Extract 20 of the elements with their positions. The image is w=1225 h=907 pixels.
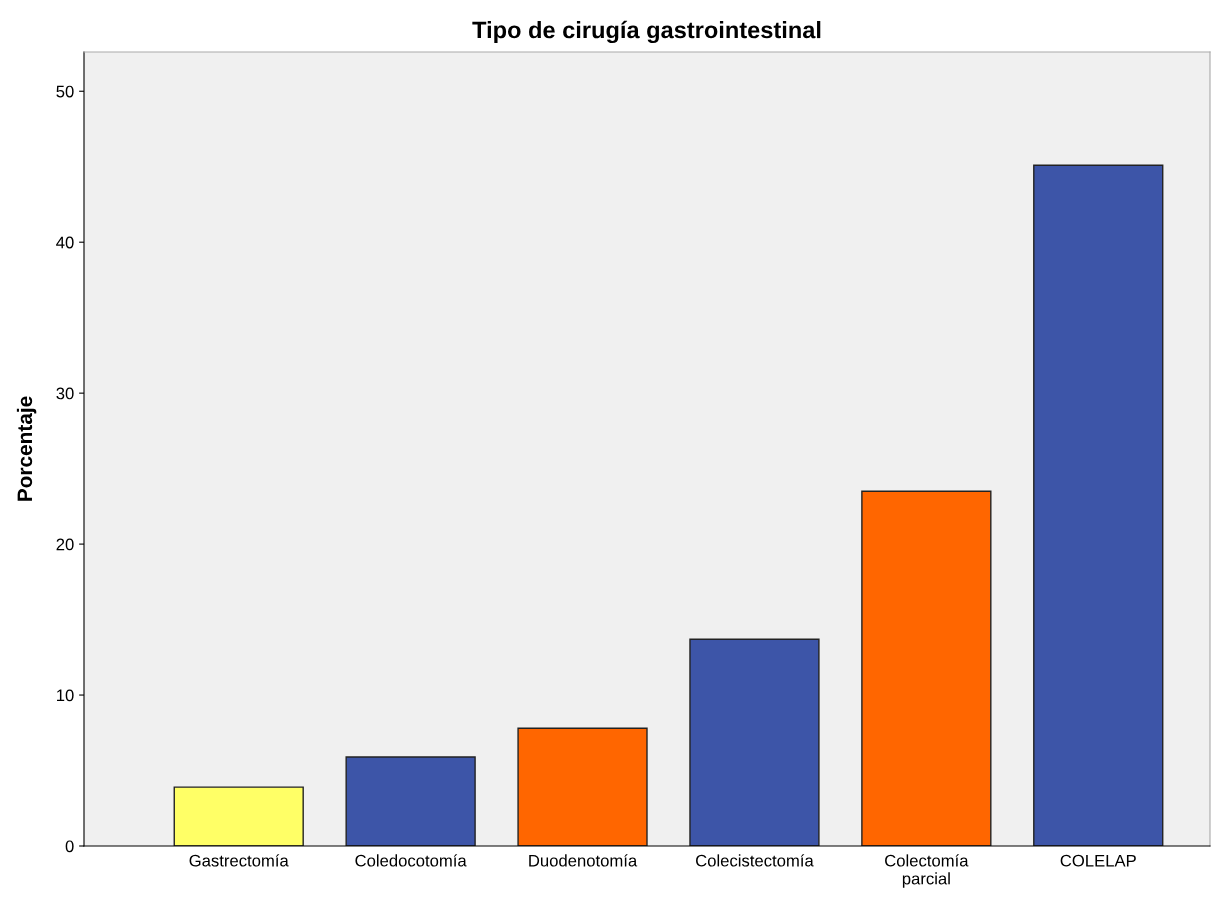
y-tick-label: 30: [56, 387, 74, 400]
x-tick-label: Colectomía parcial: [885, 854, 969, 888]
y-tick-label: 50: [56, 85, 74, 98]
x-tick-label: Duodenotomía: [529, 854, 638, 867]
bar: [689, 638, 820, 846]
y-tick-label: 10: [57, 689, 74, 702]
x-tick-label: Coledocotomía: [355, 854, 467, 867]
bar: [861, 490, 992, 846]
bar: [345, 756, 476, 846]
chart-title: Tipo de cirugía gastrointestinal: [472, 20, 821, 44]
x-tick-label: Colecistectomía: [696, 854, 814, 867]
bar: [1033, 164, 1164, 846]
y-axis-title: Porcentaje: [16, 396, 37, 501]
bar: [173, 786, 304, 846]
x-tick-label: COLELAP: [1060, 854, 1136, 867]
bar: [517, 727, 648, 846]
y-tick-label: 0: [65, 840, 74, 853]
y-tick-label: 20: [56, 538, 74, 551]
x-tick-label: Gastrectomía: [189, 854, 289, 867]
y-tick-label: 40: [56, 236, 74, 249]
